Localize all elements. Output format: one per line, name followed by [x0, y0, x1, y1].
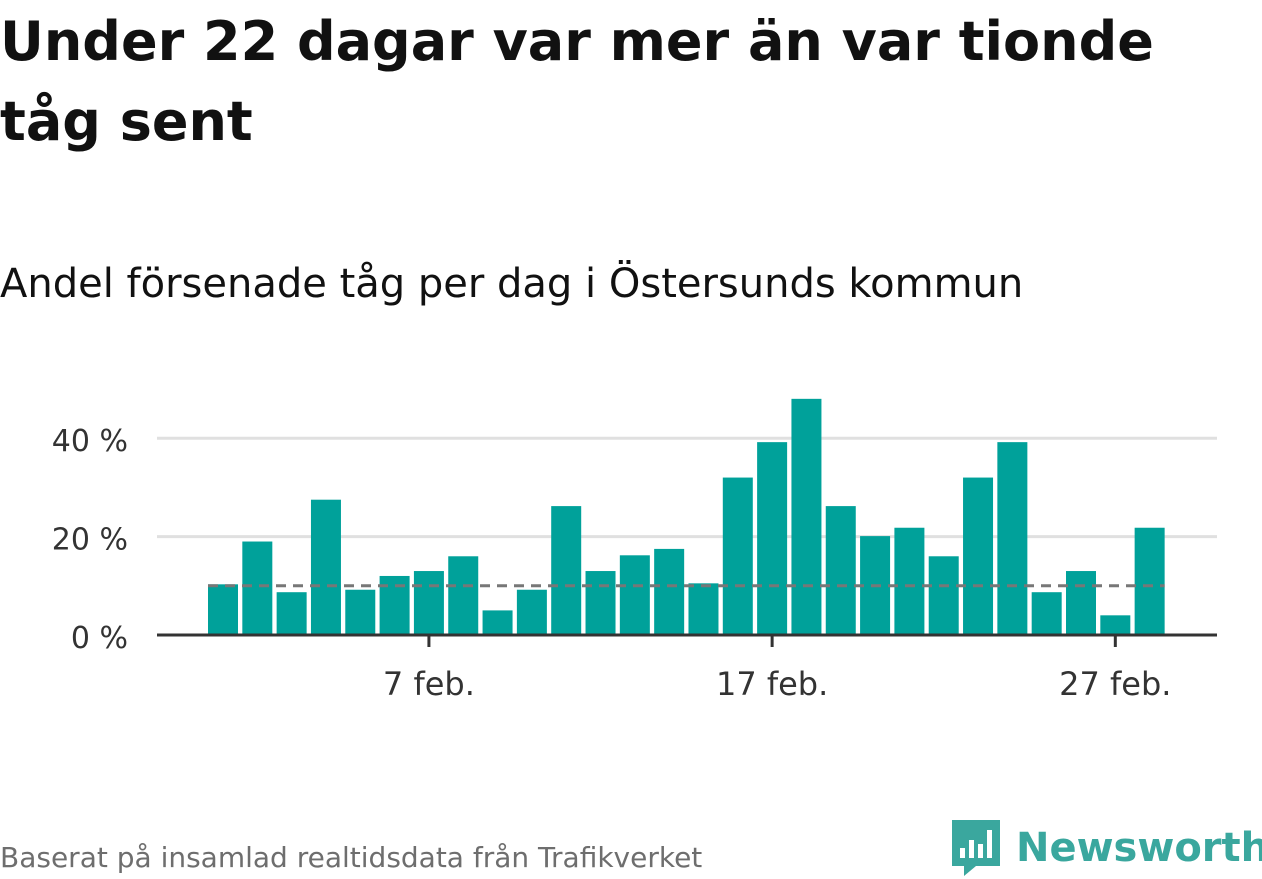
- bar: [654, 548, 685, 635]
- x-tick-label: 17 feb.: [716, 665, 828, 703]
- bar: [413, 571, 444, 635]
- y-tick-label: 0 %: [71, 621, 128, 656]
- newsworthy-logo-icon: [952, 820, 1000, 876]
- source-note: Baserat på insamlad realtidsdata från Tr…: [0, 841, 703, 874]
- bar-chart: 0 % 20 % 40 % 7 feb. 17 feb. 27 feb.: [52, 398, 1217, 703]
- bar: [722, 477, 753, 635]
- bar: [688, 583, 719, 635]
- bars: [208, 398, 1165, 635]
- brand-name: Newsworthy: [1016, 825, 1262, 871]
- bar: [482, 610, 513, 635]
- bar: [791, 398, 822, 635]
- bar: [585, 571, 616, 635]
- bar: [310, 499, 341, 635]
- x-tick-label: 27 feb.: [1059, 665, 1171, 703]
- bar: [448, 556, 479, 635]
- y-tick-label: 40 %: [52, 424, 128, 459]
- bar: [1066, 571, 1096, 635]
- chart-subtitle: Andel försenade tåg per dag i Östersunds…: [0, 261, 1024, 307]
- bar: [963, 477, 994, 635]
- y-axis-labels: 0 % 20 % 40 %: [52, 424, 128, 656]
- y-tick-label: 20 %: [52, 523, 128, 558]
- bar: [1031, 592, 1062, 635]
- chart-title: Under 22 dagar var mer än var tionde tåg…: [0, 10, 1154, 153]
- bar: [1100, 615, 1131, 635]
- bar: [345, 589, 376, 635]
- bar: [551, 506, 582, 635]
- bar: [894, 527, 925, 635]
- x-tick-label: 7 feb.: [383, 665, 475, 703]
- bar: [242, 541, 273, 635]
- bar: [928, 556, 959, 635]
- brand: Newsworthy: [950, 818, 1262, 878]
- bar: [757, 442, 788, 635]
- bar: [619, 555, 650, 635]
- bar: [1134, 527, 1165, 635]
- bar: [208, 584, 238, 635]
- bar: [276, 592, 307, 635]
- x-axis: 7 feb. 17 feb. 27 feb.: [157, 633, 1217, 703]
- bar: [516, 589, 547, 635]
- bar: [997, 442, 1028, 635]
- bar: [825, 506, 856, 635]
